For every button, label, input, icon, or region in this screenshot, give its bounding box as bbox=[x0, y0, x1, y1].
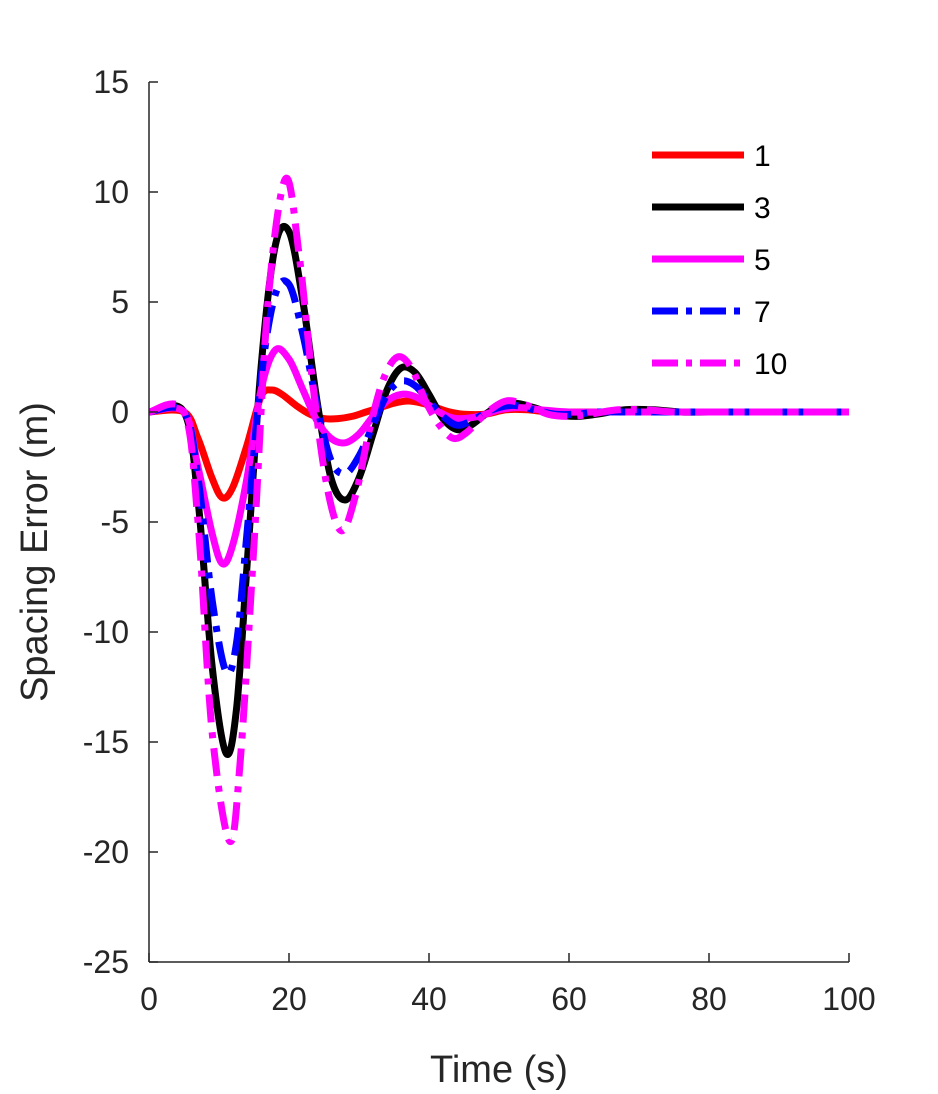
y-tick-label: 5 bbox=[111, 284, 129, 320]
x-tick-label: 100 bbox=[822, 981, 875, 1017]
y-tick-label: -5 bbox=[101, 504, 129, 540]
legend-label-5: 5 bbox=[754, 244, 771, 277]
y-tick-label: 10 bbox=[93, 174, 129, 210]
legend-label-7: 7 bbox=[754, 296, 771, 329]
y-tick-label: -15 bbox=[83, 724, 129, 760]
y-tick-label: 0 bbox=[111, 394, 129, 430]
x-ticks: 0 20 40 60 80 100 bbox=[140, 953, 876, 1017]
y-axis-label: Spacing Error (m) bbox=[14, 402, 56, 702]
y-tick-label: -25 bbox=[83, 944, 129, 980]
legend-label-10: 10 bbox=[754, 348, 787, 381]
y-tick-label: -10 bbox=[83, 614, 129, 650]
series-line-7 bbox=[148, 277, 849, 677]
series-line-10 bbox=[148, 174, 849, 846]
x-tick-label: 0 bbox=[140, 981, 158, 1017]
x-tick-label: 40 bbox=[411, 981, 447, 1017]
y-tick-label: -20 bbox=[83, 834, 129, 870]
series-line-5 bbox=[148, 345, 849, 568]
x-axis-label: Time (s) bbox=[430, 1049, 568, 1091]
x-tick-label: 60 bbox=[551, 981, 587, 1017]
x-tick-label: 80 bbox=[691, 981, 727, 1017]
legend-label-1: 1 bbox=[754, 140, 771, 173]
legend-label-3: 3 bbox=[754, 192, 771, 225]
y-tick-label: 15 bbox=[93, 64, 129, 100]
y-ticks: -25 -20 -15 -10 -5 0 5 10 15 bbox=[83, 64, 158, 980]
series-layer bbox=[148, 174, 849, 846]
legend: 1 3 5 7 10 bbox=[652, 140, 787, 381]
x-tick-label: 20 bbox=[271, 981, 307, 1017]
